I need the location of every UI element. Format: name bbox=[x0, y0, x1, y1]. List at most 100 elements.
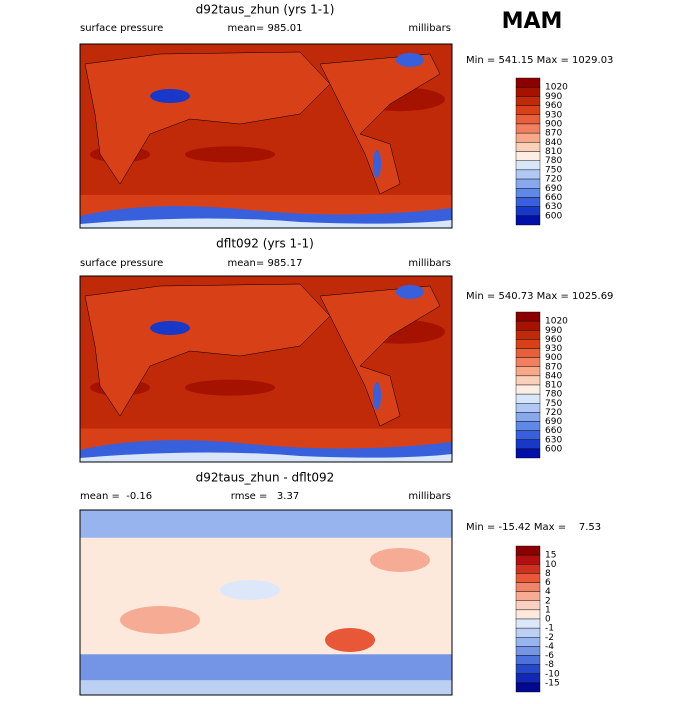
land bbox=[319, 285, 441, 427]
land bbox=[319, 53, 441, 195]
colorbar-box bbox=[515, 311, 541, 322]
colorbar-label: 900 bbox=[545, 119, 562, 129]
colorbar-label: 870 bbox=[545, 362, 562, 372]
colorbar-box bbox=[515, 105, 541, 115]
colorbar-box bbox=[515, 366, 541, 377]
colorbar-box bbox=[515, 664, 541, 674]
colorbar-box bbox=[515, 393, 541, 404]
antarctica bbox=[80, 452, 452, 462]
colorbar-label: 750 bbox=[545, 399, 562, 409]
colorbar-label: 10 bbox=[545, 560, 557, 570]
anom bbox=[370, 548, 430, 572]
colorbar-box bbox=[515, 582, 541, 592]
colorbar-label: 2 bbox=[545, 596, 551, 606]
colorbar-label: 1020 bbox=[545, 83, 568, 93]
antarctica bbox=[80, 218, 452, 228]
colorbar-box bbox=[515, 123, 541, 134]
colorbar-box bbox=[515, 96, 541, 106]
colorbar-box bbox=[515, 545, 541, 556]
colorbar-label: 630 bbox=[545, 435, 562, 445]
colorbar-label: 870 bbox=[545, 129, 562, 139]
map-top bbox=[80, 510, 452, 538]
greenland bbox=[396, 53, 424, 67]
colorbar-box bbox=[515, 564, 541, 574]
anom bbox=[120, 606, 200, 634]
colorbar-label: 720 bbox=[545, 175, 562, 185]
colorbar-box bbox=[515, 151, 541, 161]
colorbar-label: 840 bbox=[545, 371, 562, 381]
colorbar-box bbox=[515, 142, 541, 152]
anom bbox=[220, 580, 280, 600]
map-frame bbox=[79, 509, 453, 696]
colorbar-label: 660 bbox=[545, 193, 562, 203]
panel-title: d92taus_zhun (yrs 1-1) bbox=[196, 3, 335, 17]
min-max: Min = 540.73 Max = 1025.69 bbox=[466, 291, 613, 302]
colorbar-label: -10 bbox=[545, 669, 560, 679]
colorbar-label: 690 bbox=[545, 184, 562, 194]
colorbar-label: 8 bbox=[545, 569, 551, 579]
colorbar-box bbox=[515, 348, 541, 358]
colorbar-label: 840 bbox=[545, 138, 562, 148]
colorbar-label: 0 bbox=[545, 615, 551, 625]
colorbar-box bbox=[515, 384, 541, 395]
colorbar-box bbox=[515, 169, 541, 180]
colorbar-box bbox=[515, 412, 541, 422]
center-label: mean= 985.17 bbox=[228, 258, 303, 269]
colorbar-box bbox=[515, 554, 541, 565]
colorbar-box bbox=[515, 637, 541, 647]
plateau bbox=[150, 89, 190, 103]
colorbar-box bbox=[515, 160, 541, 171]
colorbar-box bbox=[515, 188, 541, 198]
colorbar-box bbox=[515, 618, 541, 629]
season-title: MAM bbox=[502, 9, 563, 34]
plateau bbox=[150, 321, 190, 335]
colorbar-label: 990 bbox=[545, 92, 562, 102]
map-bot bbox=[80, 680, 452, 695]
colorbar-box bbox=[515, 448, 541, 459]
colorbar-label: 690 bbox=[545, 417, 562, 427]
left-label: mean = -0.16 bbox=[80, 491, 152, 502]
colorbar-label: 810 bbox=[545, 147, 562, 157]
colorbar-label: 1020 bbox=[545, 317, 568, 327]
colorbar-label: 960 bbox=[545, 335, 562, 345]
colorbar-label: -15 bbox=[545, 678, 560, 688]
colorbar-label: 750 bbox=[545, 165, 562, 175]
land bbox=[84, 283, 331, 417]
colorbar-label: 930 bbox=[545, 110, 562, 120]
colorbar-box bbox=[515, 132, 541, 143]
colorbar-label: 780 bbox=[545, 390, 562, 400]
land bbox=[84, 51, 331, 185]
colorbar-box bbox=[515, 609, 541, 620]
colorbar-label: 630 bbox=[545, 202, 562, 212]
colorbar-box bbox=[515, 600, 541, 611]
colorbar-box bbox=[515, 430, 541, 440]
colorbar-box bbox=[515, 114, 541, 125]
colorbar-label: 15 bbox=[545, 551, 556, 561]
colorbar-box bbox=[515, 215, 541, 226]
colorbar-label: -4 bbox=[545, 642, 554, 652]
map-high bbox=[185, 379, 275, 396]
left-label: surface pressure bbox=[80, 23, 163, 34]
colorbar-box bbox=[515, 178, 541, 189]
colorbar-label: 720 bbox=[545, 408, 562, 418]
colorbar-label: 1 bbox=[545, 605, 551, 615]
colorbar-box bbox=[515, 375, 541, 386]
panel-title: d92taus_zhun - dflt092 bbox=[196, 471, 335, 485]
andes bbox=[373, 150, 381, 178]
colorbar-box bbox=[515, 320, 541, 331]
colorbar-box bbox=[515, 403, 541, 413]
map-frame bbox=[79, 275, 453, 463]
map-frame bbox=[79, 43, 453, 229]
colorbar-label: 600 bbox=[545, 444, 562, 454]
min-max: Min = -15.42 Max = 7.53 bbox=[466, 522, 601, 533]
left-label: surface pressure bbox=[80, 258, 163, 269]
right-label: millibars bbox=[408, 491, 451, 502]
colorbar-box bbox=[515, 682, 541, 693]
colorbar-box bbox=[515, 339, 541, 349]
center-label: rmse = 3.37 bbox=[231, 491, 299, 502]
map-high bbox=[185, 146, 275, 163]
center-label: mean= 985.01 bbox=[228, 23, 303, 34]
colorbar-box bbox=[515, 591, 541, 601]
colorbar-label: 780 bbox=[545, 156, 562, 166]
